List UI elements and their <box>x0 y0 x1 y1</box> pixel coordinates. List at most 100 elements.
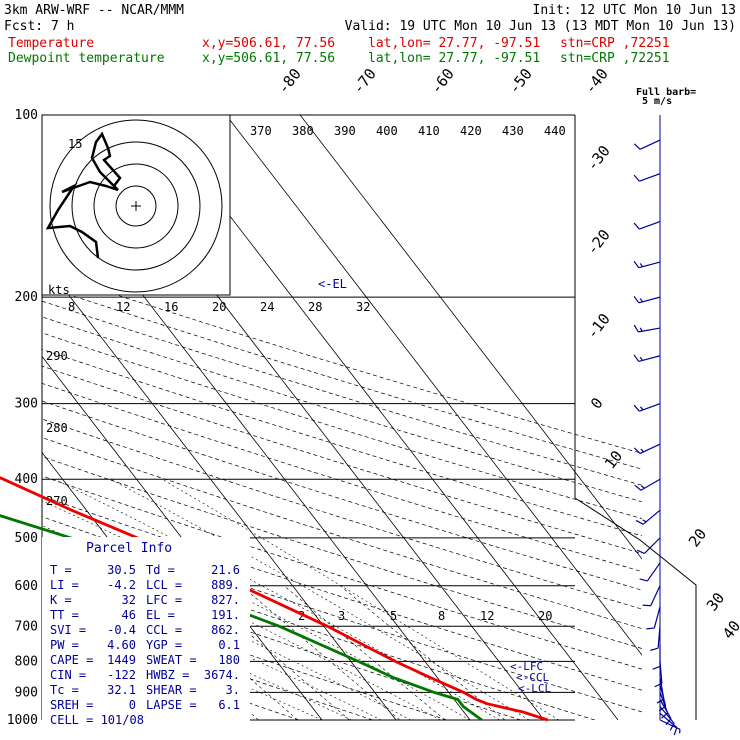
diagram-border <box>574 115 697 720</box>
isotherm-label: 10 <box>601 447 626 472</box>
dry-adiabat <box>42 382 642 572</box>
dew-latlon: lat,lon= 27.77, -97.51 <box>368 51 540 66</box>
dry-adiabat <box>42 437 642 629</box>
wind-barb <box>652 644 661 670</box>
dry-adiabat-label: 280 <box>46 421 68 435</box>
isotherm-label: -50 <box>505 65 536 97</box>
parcel-value: 827. <box>211 593 240 607</box>
mixing-ratio-label: 5 <box>390 609 397 623</box>
parcel-value: 191. <box>211 608 240 622</box>
wind-barb <box>633 139 661 150</box>
isotherm-line <box>225 115 642 656</box>
wind-barb <box>633 403 661 412</box>
mixing-ratio-label: 20 <box>538 609 552 623</box>
parcel-key: LFC = <box>146 593 182 607</box>
parcel-value: 32 <box>122 593 136 607</box>
forecast-hour: Fcst: 7 h <box>4 19 74 34</box>
parcel-key: SVI = <box>50 623 86 637</box>
isotherm-label: -70 <box>349 65 380 97</box>
model-title: 3km ARW-WRF -- NCAR/MMM <box>4 3 184 18</box>
dry-adiabat <box>42 348 642 537</box>
parcel-value: 1449 <box>107 653 136 667</box>
pressure-label: 1000 <box>7 713 38 728</box>
init-time: Init: 12 UTC Mon 10 Jun 13 <box>533 3 737 18</box>
parcel-key: LI = <box>50 578 79 592</box>
theta-label: 440 <box>544 124 566 138</box>
parcel-key: SREH = <box>50 698 93 712</box>
parcel-key: LAPSE = <box>146 698 197 712</box>
pressure-label: 200 <box>15 290 38 305</box>
wind-barb <box>633 220 661 230</box>
mixing-ratio-line <box>340 585 506 720</box>
parcel-key: SHEAR = <box>146 683 197 697</box>
wind-barb <box>636 537 661 554</box>
hodograph: 15 <box>41 114 231 296</box>
pressure-label: 400 <box>15 472 38 487</box>
wind-key-units: 5 m/s <box>642 96 672 107</box>
parcel-value: -122 <box>107 668 136 682</box>
parcel-title: Parcel Info <box>86 541 172 556</box>
wind-barb <box>633 295 661 304</box>
parcel-key: PW = <box>50 638 79 652</box>
parcel-value: 32.1 <box>107 683 136 697</box>
isotherm-line <box>299 115 642 560</box>
isotherm-label: -20 <box>583 226 614 258</box>
legend-temperature: Temperature <box>8 36 94 51</box>
theta-label: 410 <box>418 124 440 138</box>
parcel-key: TT = <box>50 608 79 622</box>
isotherm-label: -30 <box>583 142 614 174</box>
parcel-value: 3. <box>226 683 240 697</box>
isotherm-label: -10 <box>583 310 614 342</box>
parcel-key: SWEAT = <box>146 653 197 667</box>
parcel-key: Td = <box>146 563 175 577</box>
wind-barb <box>650 626 661 651</box>
pressure-label: 300 <box>15 397 38 412</box>
theta-label: 400 <box>376 124 398 138</box>
parcel-key: T = <box>50 563 72 577</box>
parcel-value: 180 <box>218 653 240 667</box>
hodograph-speed-label: 12 <box>116 300 130 314</box>
isotherm-label: -80 <box>274 65 305 97</box>
hodograph-speed-label: 32 <box>356 300 370 314</box>
parcel-key: YGP = <box>146 638 182 652</box>
dry-adiabat <box>42 400 642 591</box>
parcel-key: EL = <box>146 608 175 622</box>
mixing-ratio-label: 3 <box>338 609 345 623</box>
lcl-marker: <-LCL <box>518 682 551 695</box>
hodograph-ring-label: 15 <box>68 137 82 151</box>
isotherm-label: 40 <box>719 617 740 642</box>
ccl-marker: <-CCL <box>516 671 549 684</box>
parcel-value: 889. <box>211 578 240 592</box>
wind-key-title: Full barb= <box>636 87 696 98</box>
wind-barb <box>646 606 661 630</box>
parcel-value: 21.6 <box>211 563 240 577</box>
theta-label: 380 <box>292 124 314 138</box>
pressure-label: 100 <box>15 108 38 123</box>
parcel-key: LCL = <box>146 578 182 592</box>
temperature-line <box>0 476 549 722</box>
temp-xy: x,y=506.61, 77.56 <box>202 36 335 51</box>
parcel-value: -0.4 <box>107 623 136 637</box>
mixing-ratio-label: 12 <box>480 609 494 623</box>
wind-barb <box>635 509 661 525</box>
hodograph-speed-label: 28 <box>308 300 322 314</box>
hodograph-trace <box>45 131 122 259</box>
temp-latlon: lat,lon= 27.77, -97.51 <box>368 36 540 51</box>
dry-adiabat-label: 290 <box>46 349 68 363</box>
parcel-value: 0 <box>129 698 136 712</box>
isotherm-line <box>42 259 397 720</box>
parcel-key: Tc = <box>50 683 79 697</box>
wind-barb <box>639 562 661 582</box>
isotherm-label: 0 <box>587 394 607 412</box>
wind-barb <box>642 585 661 607</box>
wind-barb <box>634 478 661 491</box>
hodograph-speed-label: 20 <box>212 300 226 314</box>
isotherm-label: 30 <box>703 589 728 614</box>
isotherm-label: -60 <box>427 65 458 97</box>
parcel-key: CAPE = <box>50 653 93 667</box>
hodograph-unit: kts <box>48 283 70 297</box>
parcel-value: -4.2 <box>107 578 136 592</box>
wind-barb <box>659 706 675 731</box>
parcel-value: 30.5 <box>107 563 136 577</box>
